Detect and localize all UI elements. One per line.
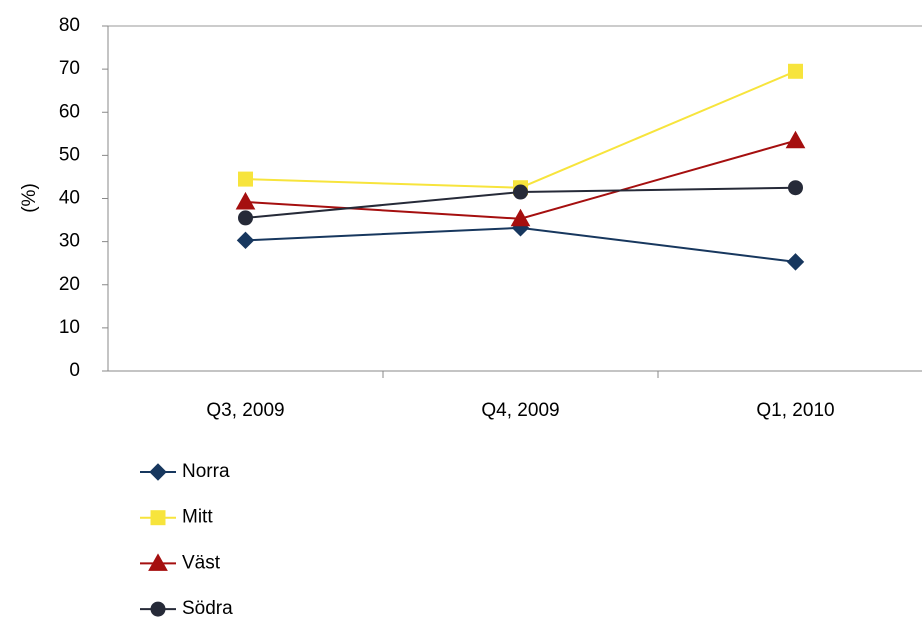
y-tick-label: 80 (59, 15, 80, 36)
x-tick-label: Q1, 2010 (756, 400, 834, 421)
marker (235, 191, 256, 210)
y-tick-label: 20 (59, 274, 80, 295)
marker (150, 510, 166, 526)
marker (238, 171, 253, 187)
marker (238, 210, 253, 226)
marker (148, 553, 168, 571)
y-tick-label: 60 (59, 101, 80, 122)
y-tick-label: 30 (59, 231, 80, 252)
y-tick-label: 50 (59, 144, 80, 165)
marker (236, 231, 255, 250)
x-tick-label: Q3, 2009 (206, 400, 284, 421)
line (245, 139, 796, 220)
legend-label: Norra (182, 461, 230, 482)
y-tick-label: 0 (69, 360, 80, 381)
marker (785, 130, 806, 149)
marker (513, 184, 528, 200)
marker (786, 253, 805, 271)
y-tick-label: 70 (59, 58, 80, 79)
y-tick-label: 40 (59, 188, 80, 209)
x-tick-label: Q4, 2009 (481, 400, 559, 421)
legend-label: Väst (182, 552, 221, 573)
legend-label: Mitt (182, 507, 213, 528)
marker (788, 63, 803, 79)
marker (149, 463, 167, 481)
legend-label: Södra (182, 598, 233, 619)
marker (150, 601, 166, 617)
y-tick-label: 10 (59, 317, 80, 338)
line (245, 70, 796, 189)
marker (510, 208, 531, 227)
marker (788, 180, 803, 196)
y-axis-label: (%) (19, 183, 40, 213)
